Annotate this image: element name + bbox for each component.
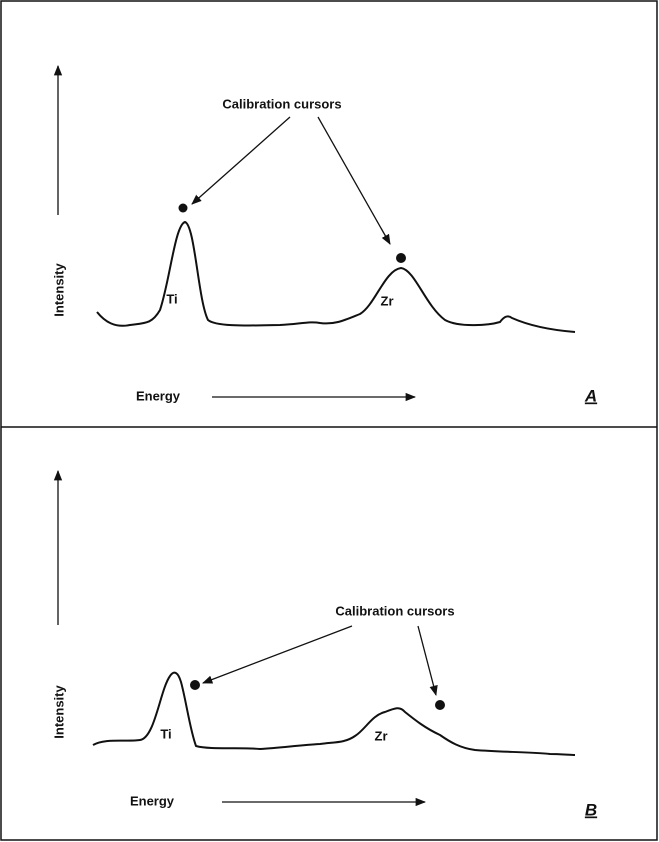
cursor-dot [435,700,445,710]
peak-label: Zr [381,293,394,308]
panel-label: A [584,386,597,405]
annotation: Calibration cursors [222,96,341,111]
peak-label: Zr [375,728,388,743]
spectrum-curve [92,671,576,756]
annotation-arrow [317,116,391,245]
peak-label: Ti [160,726,171,741]
spectrum-curve [96,221,576,333]
x-axis-label: Energy [130,793,175,808]
y-axis-label: Intensity [51,685,66,739]
cursor-dot [178,203,188,213]
annotation-arrow [191,116,291,205]
cursor-dot [396,253,406,263]
peak-label: Ti [166,291,177,306]
annotation-arrow [202,625,353,684]
panel-label: B [585,800,597,819]
annotation: Calibration cursors [335,603,454,618]
y-axis-label: Intensity [51,263,66,317]
cursor-dot [190,680,200,690]
panel-a: Intensity Calibration cursors Ti Zr Ener… [51,64,597,405]
panel-b: Intensity Calibration cursors Ti Zr Ener… [51,469,597,819]
x-axis-label: Energy [136,388,181,403]
annotation-arrow [417,625,438,697]
